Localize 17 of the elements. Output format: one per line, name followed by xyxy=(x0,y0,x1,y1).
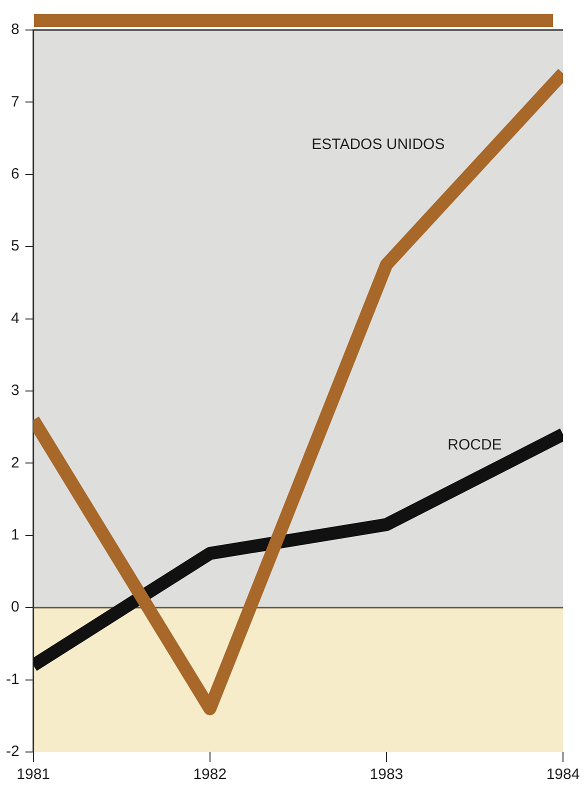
y-tick-label: -2 xyxy=(6,743,20,760)
y-tick-label: 1 xyxy=(10,526,20,544)
x-tick-label: 1982 xyxy=(193,766,227,784)
y-tick-label: 6 xyxy=(10,166,20,183)
y-tick-label: 3 xyxy=(10,382,20,400)
series-label: ROCDE xyxy=(448,436,502,454)
y-tick-label: -1 xyxy=(6,670,20,688)
y-tick-label: 8 xyxy=(10,21,20,38)
x-tick-label: 1984 xyxy=(546,766,580,784)
y-tick-label: 7 xyxy=(10,93,20,110)
y-tick-label: 2 xyxy=(10,454,20,472)
y-tick-label: 5 xyxy=(10,238,20,255)
x-tick-label: 1981 xyxy=(16,766,50,784)
x-tick-label: 1983 xyxy=(370,766,404,784)
y-tick-label: 0 xyxy=(10,598,20,616)
text: ESTADOS UNIDOS xyxy=(312,136,445,153)
y-tick-label: 4 xyxy=(10,310,20,327)
